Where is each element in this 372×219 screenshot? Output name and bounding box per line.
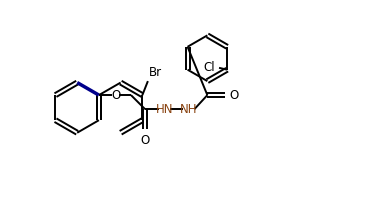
Text: HN: HN bbox=[155, 103, 173, 116]
Text: Cl: Cl bbox=[203, 61, 215, 74]
Text: O: O bbox=[111, 89, 120, 102]
Text: O: O bbox=[140, 134, 150, 147]
Text: O: O bbox=[229, 89, 238, 102]
Text: Br: Br bbox=[149, 66, 162, 79]
Text: NH: NH bbox=[179, 103, 197, 116]
